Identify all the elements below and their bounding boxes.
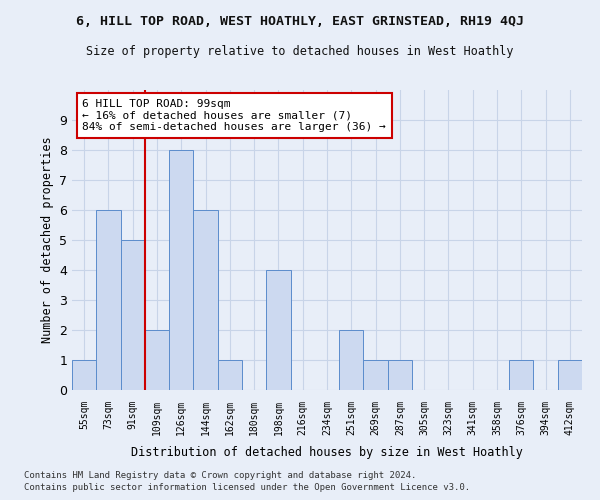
Bar	[218, 360, 242, 390]
Bar	[266, 270, 290, 390]
Bar	[121, 240, 145, 390]
Bar	[364, 360, 388, 390]
Text: Size of property relative to detached houses in West Hoathly: Size of property relative to detached ho…	[86, 45, 514, 58]
Text: Contains public sector information licensed under the Open Government Licence v3: Contains public sector information licen…	[24, 484, 470, 492]
Bar	[169, 150, 193, 390]
Bar	[72, 360, 96, 390]
Bar	[339, 330, 364, 390]
Y-axis label: Number of detached properties: Number of detached properties	[41, 136, 53, 344]
Bar	[388, 360, 412, 390]
Bar	[96, 210, 121, 390]
Text: 6 HILL TOP ROAD: 99sqm
← 16% of detached houses are smaller (7)
84% of semi-deta: 6 HILL TOP ROAD: 99sqm ← 16% of detached…	[82, 99, 386, 132]
Bar	[509, 360, 533, 390]
Bar	[145, 330, 169, 390]
X-axis label: Distribution of detached houses by size in West Hoathly: Distribution of detached houses by size …	[131, 446, 523, 459]
Text: 6, HILL TOP ROAD, WEST HOATHLY, EAST GRINSTEAD, RH19 4QJ: 6, HILL TOP ROAD, WEST HOATHLY, EAST GRI…	[76, 15, 524, 28]
Bar	[558, 360, 582, 390]
Bar	[193, 210, 218, 390]
Text: Contains HM Land Registry data © Crown copyright and database right 2024.: Contains HM Land Registry data © Crown c…	[24, 471, 416, 480]
